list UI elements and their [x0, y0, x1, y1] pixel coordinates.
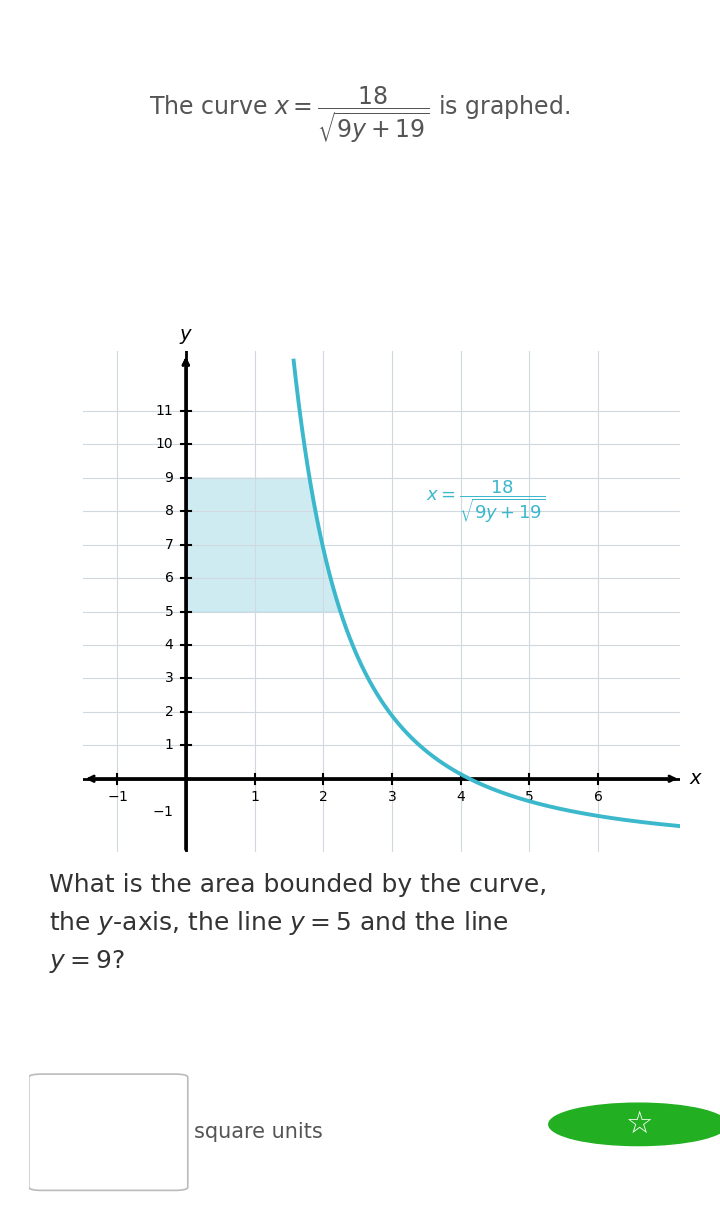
Text: ☆: ☆ — [624, 1110, 652, 1139]
Text: 5: 5 — [525, 791, 534, 804]
Text: 5: 5 — [165, 604, 174, 619]
Circle shape — [549, 1103, 720, 1146]
Text: 3: 3 — [165, 671, 174, 686]
Text: 7: 7 — [165, 538, 174, 551]
Text: $x = \dfrac{18}{\sqrt{9y+19}}$: $x = \dfrac{18}{\sqrt{9y+19}}$ — [426, 478, 546, 525]
Text: 3: 3 — [387, 791, 396, 804]
Text: 1: 1 — [165, 739, 174, 752]
Text: 1: 1 — [250, 791, 259, 804]
Text: $-1$: $-1$ — [107, 791, 127, 804]
Text: What is the area bounded by the curve,
the $y$-axis, the line $y = 5$ and the li: What is the area bounded by the curve, t… — [49, 873, 547, 974]
Text: 6: 6 — [165, 571, 174, 585]
Text: 2: 2 — [319, 791, 328, 804]
Text: $y$: $y$ — [179, 326, 193, 346]
FancyBboxPatch shape — [29, 1074, 188, 1191]
Text: 11: 11 — [156, 404, 174, 418]
Text: 8: 8 — [165, 504, 174, 519]
Text: 4: 4 — [165, 638, 174, 652]
Text: The curve $x = \dfrac{18}{\sqrt{9y+19}}$ is graphed.: The curve $x = \dfrac{18}{\sqrt{9y+19}}$… — [150, 85, 570, 145]
Text: 2: 2 — [165, 705, 174, 719]
Text: $-1$: $-1$ — [152, 805, 174, 820]
Text: 4: 4 — [456, 791, 465, 804]
Text: 6: 6 — [593, 791, 603, 804]
Text: 10: 10 — [156, 438, 174, 451]
Text: $x$: $x$ — [688, 769, 703, 788]
Text: 9: 9 — [165, 470, 174, 485]
Text: square units: square units — [194, 1122, 323, 1143]
